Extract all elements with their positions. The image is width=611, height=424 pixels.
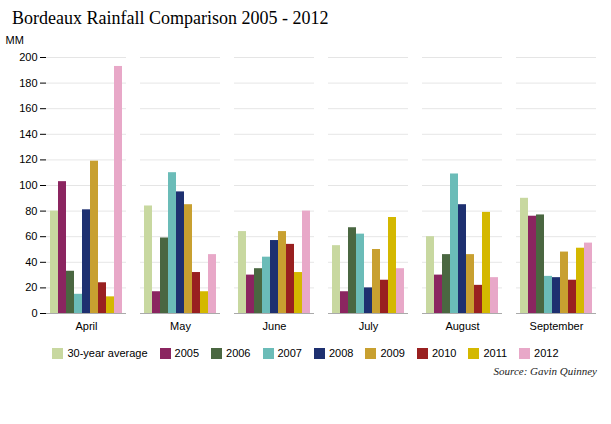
svg-text:200: 200 [19, 51, 37, 63]
html-text:2006: 2006 [226, 347, 251, 359]
svg-text:120: 120 [19, 153, 37, 165]
svg-text:100: 100 [19, 179, 37, 191]
svg-text:20: 20 [25, 281, 37, 293]
html-text:2009: 2009 [380, 347, 405, 359]
svg-text:80: 80 [25, 205, 37, 217]
svg-text:160: 160 [19, 102, 37, 114]
svg-text:September: September [530, 320, 584, 332]
svg-text:August: August [445, 320, 479, 332]
svg-text:April: April [75, 320, 97, 332]
html-text:30-year average: 30-year average [67, 347, 148, 359]
svg-text:180: 180 [19, 77, 37, 89]
html-text:2005: 2005 [174, 347, 199, 359]
html-text:2010: 2010 [432, 347, 457, 359]
html-text:Bordeaux Rainfall Comparison 2: Bordeaux Rainfall Comparison 2005 - 2012 [12, 8, 329, 28]
svg-text:40: 40 [25, 256, 37, 268]
svg-text:May: May [170, 320, 191, 332]
svg-text:July: July [359, 320, 379, 332]
html-text:2011: 2011 [483, 347, 508, 359]
html-text:2007: 2007 [277, 347, 302, 359]
svg-text:60: 60 [25, 230, 37, 242]
svg-text:0: 0 [31, 307, 37, 319]
svg-text:140: 140 [19, 128, 37, 140]
html-text:2012: 2012 [534, 347, 559, 359]
html-text:2008: 2008 [329, 347, 354, 359]
html-text:Source: Gavin Quinney: Source: Gavin Quinney [493, 365, 597, 377]
svg-text:MM: MM [6, 34, 24, 46]
svg-text:June: June [263, 320, 287, 332]
